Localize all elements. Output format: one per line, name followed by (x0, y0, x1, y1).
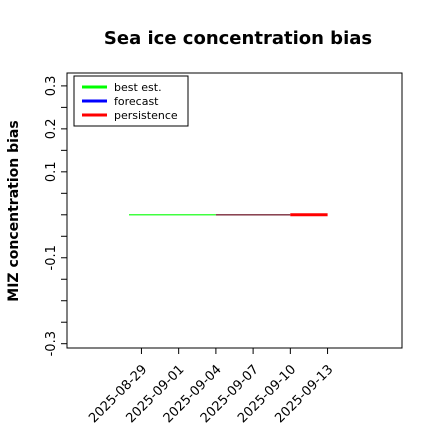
y-tick-label: 0.3 (44, 76, 59, 97)
y-tick-label: -0.3 (44, 331, 59, 356)
plot-frame (66, 72, 403, 349)
legend-label: forecast (114, 95, 159, 108)
chart-title: Sea ice concentration bias (104, 28, 372, 49)
legend-label: best est. (114, 81, 162, 94)
y-axis-label: MIZ concentration bias (6, 120, 22, 301)
y-tick-label: -0.1 (44, 245, 59, 270)
legend-label: persistence (114, 109, 178, 122)
y-axis: 0.3 0.2 0.1 -0.1 -0.3 (44, 76, 67, 356)
x-axis: 2025-08-292025-09-012025-09-042025-09-07… (86, 348, 336, 426)
y-tick-label: 0.1 (44, 161, 59, 182)
y-tick-label: 0.2 (44, 119, 59, 140)
